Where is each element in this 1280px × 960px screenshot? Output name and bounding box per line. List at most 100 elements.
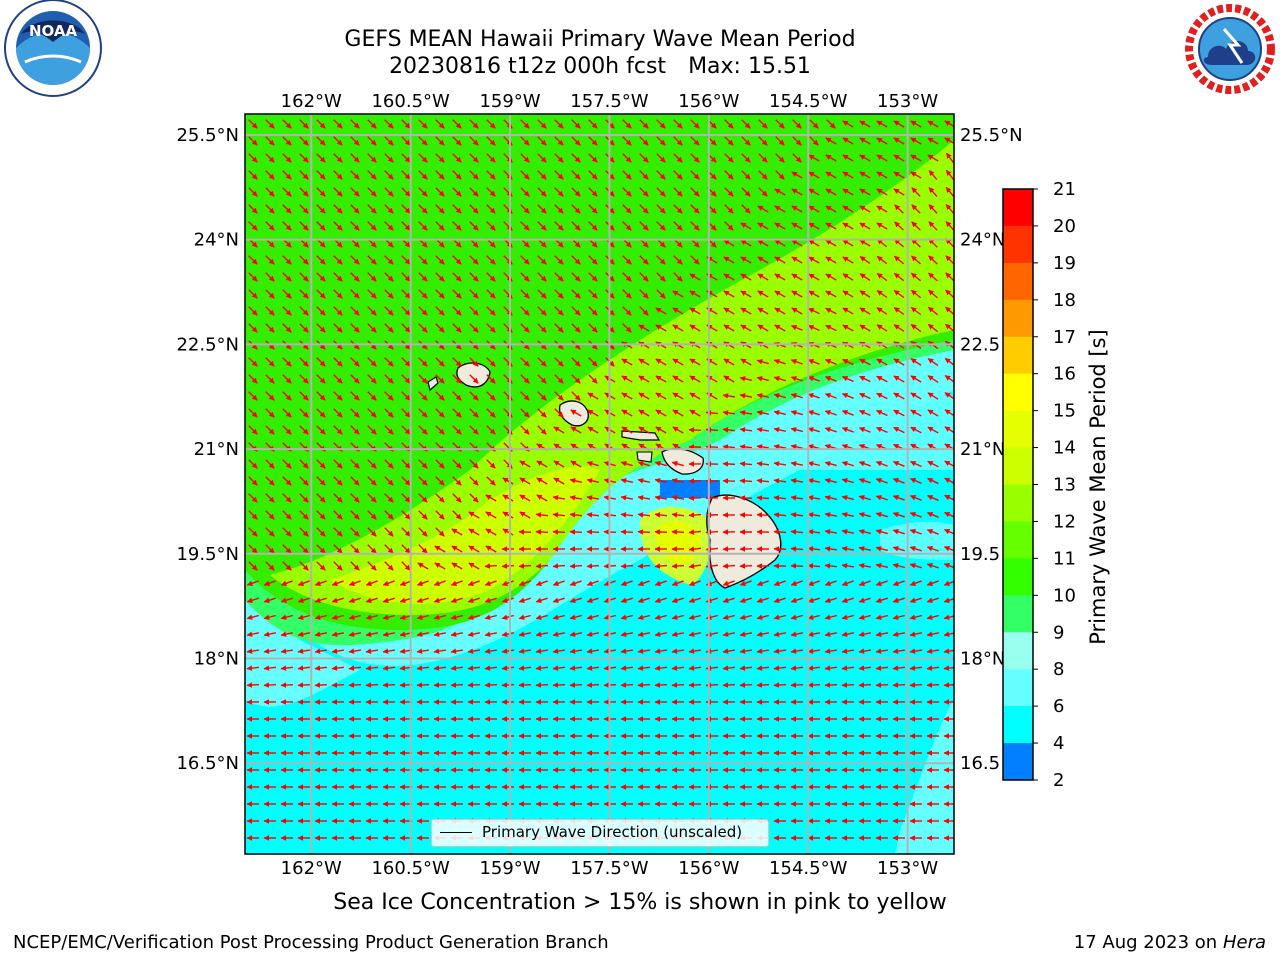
direction-arrow	[656, 119, 666, 129]
direction-arrow	[638, 409, 650, 417]
direction-arrow	[622, 255, 632, 265]
direction-arrow	[673, 170, 683, 180]
direction-arrow	[739, 682, 753, 688]
direction-arrow	[350, 391, 360, 401]
direction-arrow	[673, 187, 683, 197]
direction-arrow	[825, 290, 837, 298]
direction-arrow	[808, 273, 820, 281]
direction-arrow	[620, 563, 634, 569]
direction-arrow	[520, 425, 530, 435]
direction-arrow	[672, 409, 684, 417]
direction-arrow	[928, 221, 938, 231]
direction-arrow	[520, 357, 530, 367]
direction-arrow	[825, 273, 837, 281]
direction-arrow	[537, 170, 547, 180]
direction-arrow	[859, 188, 871, 196]
lon-label-bottom: 160.5°W	[371, 858, 450, 879]
direction-arrow	[265, 391, 275, 401]
direction-arrow	[350, 204, 360, 214]
direction-arrow	[655, 307, 667, 315]
direction-arrow	[435, 289, 445, 299]
direction-arrow	[333, 408, 343, 418]
direction-arrow	[248, 272, 258, 282]
direction-arrow	[452, 204, 462, 214]
direction-arrow	[537, 357, 547, 367]
direction-arrow	[537, 119, 547, 129]
direction-arrow	[452, 306, 462, 316]
direction-arrow	[705, 512, 719, 518]
direction-arrow	[537, 306, 547, 316]
colorbar-tick-label: 21	[1053, 179, 1076, 200]
direction-arrow	[911, 255, 921, 265]
direction-arrow	[809, 119, 819, 129]
direction-arrow	[842, 307, 854, 315]
forecast-date: 20230816 t12z 000h fcst	[389, 54, 667, 79]
direction-arrow	[265, 408, 275, 418]
direction-arrow	[537, 153, 547, 163]
direction-arrow	[418, 136, 428, 146]
direction-arrow	[774, 273, 786, 281]
direction-arrow	[689, 358, 701, 366]
direction-arrow	[740, 239, 752, 247]
direction-arrow	[248, 170, 258, 180]
direction-arrow	[807, 410, 820, 416]
direction-arrow	[384, 187, 394, 197]
direction-arrow	[842, 273, 854, 281]
direction-arrow	[282, 136, 292, 146]
direction-arrow	[469, 323, 479, 333]
direction-arrow	[639, 255, 649, 265]
direction-arrow	[859, 307, 871, 315]
colorbar-bin	[1003, 189, 1033, 227]
direction-arrow	[655, 375, 667, 383]
direction-arrow	[435, 425, 445, 435]
direction-arrow	[316, 391, 326, 401]
colorbar-bin	[1003, 225, 1033, 264]
lon-label-bottom: 156°W	[678, 858, 739, 879]
direction-arrow	[452, 136, 462, 146]
direction-arrow	[825, 188, 837, 196]
direction-arrow	[418, 187, 428, 197]
direction-arrow	[418, 425, 428, 435]
direction-arrow	[928, 187, 938, 197]
direction-arrow	[824, 410, 837, 416]
direction-arrow	[384, 170, 394, 180]
direction-arrow	[927, 306, 939, 316]
direction-arrow	[384, 289, 394, 299]
direction-arrow	[876, 222, 888, 230]
direction-arrow	[690, 204, 700, 214]
direction-arrow	[401, 187, 411, 197]
direction-arrow	[571, 323, 581, 333]
direction-arrow	[893, 272, 905, 282]
lon-label-top: 153°W	[877, 91, 938, 112]
footer-date: 17 Aug 2023 on Hera	[1074, 932, 1266, 953]
direction-arrow	[588, 306, 598, 316]
direction-arrow	[639, 289, 649, 299]
direction-arrow	[350, 153, 360, 163]
direction-arrow	[587, 409, 599, 417]
direction-arrow	[331, 682, 345, 688]
direction-arrow	[350, 255, 360, 265]
direction-arrow	[554, 136, 564, 146]
colorbar-bin	[1003, 373, 1033, 412]
direction-arrow	[384, 136, 394, 146]
direction-arrow	[672, 392, 684, 400]
direction-arrow	[622, 272, 632, 282]
lon-label-bottom: 159°W	[479, 858, 540, 879]
direction-arrow	[927, 289, 939, 299]
direction-arrow	[690, 170, 700, 180]
direction-arrow	[622, 153, 632, 163]
direction-arrow	[639, 170, 649, 180]
direction-arrow	[673, 272, 683, 282]
direction-arrow	[469, 136, 479, 146]
direction-arrow	[638, 392, 650, 400]
lat-label-right: 19.5	[960, 544, 1000, 565]
direction-arrow	[688, 682, 702, 688]
direction-arrow	[520, 323, 530, 333]
direction-arrow	[469, 170, 479, 180]
colorbar-bin	[1003, 484, 1033, 522]
direction-arrow	[265, 289, 275, 299]
direction-arrow	[552, 563, 566, 569]
legend-line-swatch	[440, 832, 472, 833]
direction-arrow	[620, 682, 634, 688]
direction-arrow	[876, 324, 888, 332]
